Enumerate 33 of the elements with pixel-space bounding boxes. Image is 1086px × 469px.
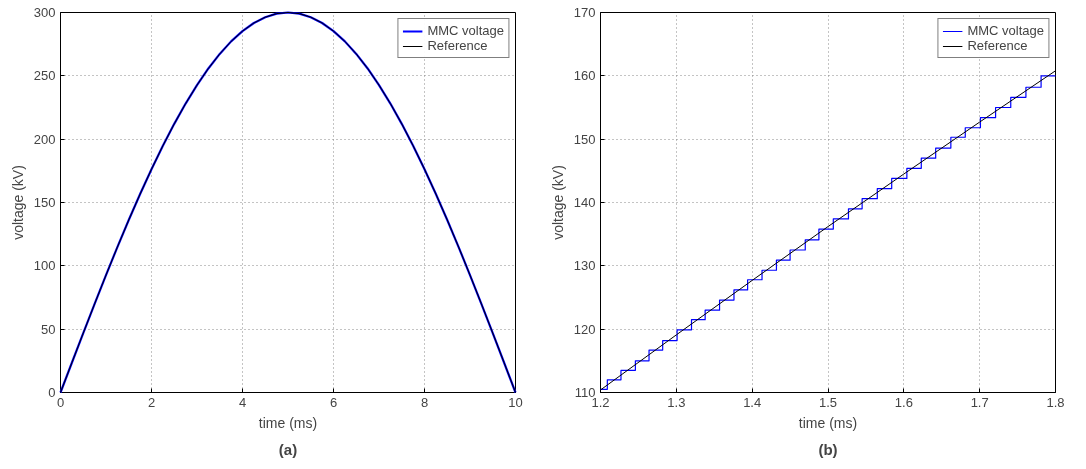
x-tick-label: 6	[329, 394, 338, 410]
y-tick-label: 300	[33, 5, 56, 20]
x-axis-title: time (ms)	[258, 414, 318, 431]
x-tick-label: 8	[420, 394, 429, 410]
y-tick-label: 140	[573, 195, 596, 210]
y-tick-label: 130	[573, 258, 596, 274]
x-tick-label: 1.6	[894, 394, 913, 410]
x-tick-label: 1.4	[743, 394, 762, 410]
text: (b)	[818, 440, 838, 458]
y-tick-label: 150	[33, 195, 56, 210]
x-tick-label: 1.7	[970, 394, 989, 410]
x-tick-label: 1.5	[818, 394, 838, 410]
y-tick-label: 50	[41, 321, 56, 337]
legend-label: MMC voltage	[967, 23, 1044, 38]
y-tick-label: 250	[33, 68, 56, 84]
x-tick-label: 4	[238, 394, 247, 410]
x-tick-label: 1.3	[667, 394, 686, 410]
x-tick-label: 2	[147, 394, 156, 410]
y-tick-label: 120	[573, 321, 596, 337]
legend-label: Reference	[967, 38, 1028, 53]
y-tick-label: 100	[33, 258, 56, 274]
y-tick-label: 160	[573, 68, 596, 84]
legend-label: Reference	[427, 38, 488, 53]
y-tick-label: 170	[573, 5, 596, 20]
x-axis-title: time (ms)	[798, 414, 858, 431]
x-tick-label: 10	[508, 394, 523, 410]
x-tick-label: 1.8	[1046, 394, 1065, 410]
text: (a)	[278, 440, 298, 458]
y-tick-label: 200	[33, 131, 56, 147]
y-tick-label: 150	[573, 131, 596, 147]
legend-label: MMC voltage	[427, 23, 504, 38]
y-axis-title: voltage (kV)	[9, 165, 26, 240]
y-axis-title: voltage (kV)	[549, 165, 566, 240]
